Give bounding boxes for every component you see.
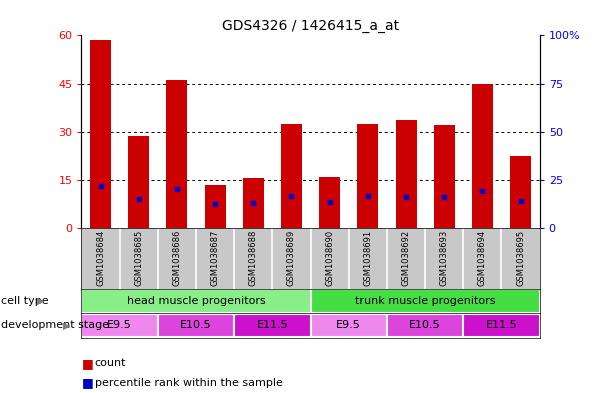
Text: GSM1038684: GSM1038684 <box>96 230 105 286</box>
Bar <box>434 125 455 228</box>
Text: trunk muscle progenitors: trunk muscle progenitors <box>355 296 496 306</box>
Bar <box>510 156 531 228</box>
Text: E9.5: E9.5 <box>336 320 361 331</box>
Point <box>516 198 525 204</box>
Bar <box>358 124 378 228</box>
Bar <box>463 314 540 337</box>
Text: ▶: ▶ <box>37 296 45 306</box>
Point <box>248 200 258 206</box>
Text: GSM1038690: GSM1038690 <box>325 230 334 286</box>
Bar <box>311 289 540 313</box>
Text: E11.5: E11.5 <box>256 320 288 331</box>
Bar <box>81 314 158 337</box>
Text: development stage: development stage <box>1 320 109 331</box>
Bar <box>204 185 226 228</box>
Text: ■: ■ <box>81 376 93 389</box>
Text: GSM1038688: GSM1038688 <box>249 230 257 286</box>
Bar <box>387 314 463 337</box>
Text: GSM1038687: GSM1038687 <box>210 230 219 286</box>
Point <box>440 194 449 200</box>
Text: GSM1038693: GSM1038693 <box>440 230 449 286</box>
Bar <box>243 178 264 228</box>
Point <box>401 194 411 200</box>
Text: ▶: ▶ <box>63 320 71 331</box>
Text: GSM1038694: GSM1038694 <box>478 230 487 286</box>
Point <box>363 193 373 199</box>
Bar <box>90 40 111 228</box>
Bar <box>166 80 188 228</box>
Text: head muscle progenitors: head muscle progenitors <box>127 296 265 306</box>
Bar <box>281 124 302 228</box>
Bar <box>472 83 493 228</box>
Text: E11.5: E11.5 <box>485 320 517 331</box>
Text: percentile rank within the sample: percentile rank within the sample <box>95 378 283 388</box>
Point <box>96 182 106 189</box>
Point <box>286 193 296 199</box>
Title: GDS4326 / 1426415_a_at: GDS4326 / 1426415_a_at <box>222 19 399 33</box>
Text: GSM1038689: GSM1038689 <box>287 230 296 286</box>
Bar <box>158 314 234 337</box>
Point <box>210 201 220 207</box>
Text: cell type: cell type <box>1 296 49 306</box>
Text: E9.5: E9.5 <box>107 320 132 331</box>
Bar <box>81 289 311 313</box>
Text: ■: ■ <box>81 356 93 370</box>
Point <box>172 186 182 193</box>
Bar <box>234 314 311 337</box>
Text: GSM1038686: GSM1038686 <box>172 230 182 286</box>
Bar <box>311 314 387 337</box>
Text: GSM1038695: GSM1038695 <box>516 230 525 286</box>
Text: GSM1038691: GSM1038691 <box>364 230 372 286</box>
Point <box>134 196 144 202</box>
Point <box>325 199 335 205</box>
Text: GSM1038685: GSM1038685 <box>134 230 143 286</box>
Point <box>478 188 487 195</box>
Bar <box>319 176 340 228</box>
Bar <box>128 136 149 228</box>
Text: count: count <box>95 358 126 368</box>
Text: E10.5: E10.5 <box>180 320 212 331</box>
Text: GSM1038692: GSM1038692 <box>402 230 411 286</box>
Bar <box>396 120 417 228</box>
Text: E10.5: E10.5 <box>409 320 441 331</box>
